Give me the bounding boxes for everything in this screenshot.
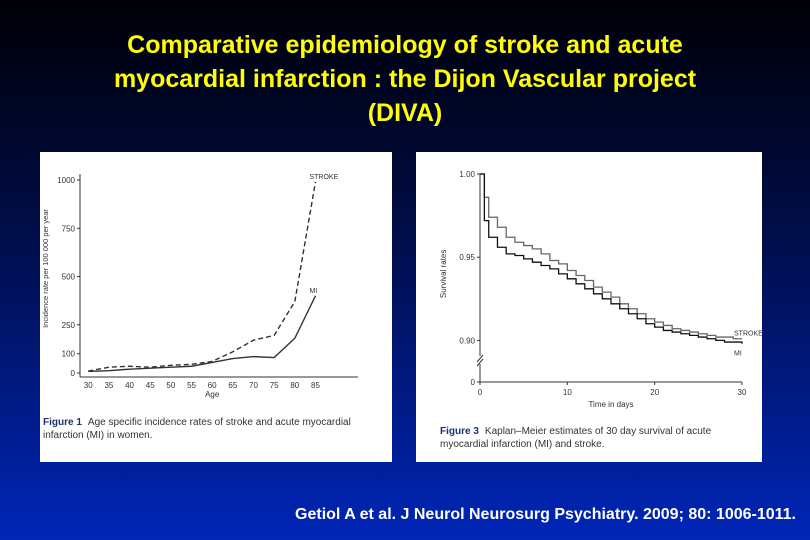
figure-1-caption: Figure 1 Age specific incidence rates of … <box>43 416 383 442</box>
x-tick-label: 20 <box>650 388 659 397</box>
figure-3-panel: 0 0.90 0.95 1.00 0 10 20 30 Time in days Survival… <box>416 152 762 462</box>
series-label-mi: MI <box>734 351 742 358</box>
x-axis-title: Time in days <box>588 400 633 409</box>
y-tick-label: 1000 <box>57 176 75 185</box>
figure-3-caption-text: Kaplan–Meier estimates of 30 day surviva… <box>440 426 712 450</box>
x-tick-label: 35 <box>104 381 113 390</box>
x-tick-label: 30 <box>84 381 93 390</box>
citation: Getiol A et al. J Neurol Neurosurg Psych… <box>295 506 796 523</box>
y-axis-break-mark <box>476 358 484 367</box>
y-axis-title: Incidence rate per 100 000 per year <box>41 209 50 328</box>
y-axis-break-mark <box>476 354 484 363</box>
x-tick-label: 10 <box>563 388 572 397</box>
y-axis-title: Survival rates <box>439 250 448 298</box>
series-line-stroke <box>480 173 742 340</box>
y-tick-label: 1.00 <box>459 170 475 179</box>
x-tick-label: 70 <box>249 381 258 390</box>
x-tick-label: 40 <box>125 381 134 390</box>
series-line-stroke <box>88 181 317 372</box>
x-tick-label: 0 <box>478 388 483 397</box>
series-line-mi <box>480 173 743 344</box>
series-label-stroke: STROKE <box>309 174 338 181</box>
y-tick-label: 250 <box>62 321 76 330</box>
x-tick-label: 50 <box>166 381 175 390</box>
figure-1-label: Figure 1 <box>43 417 82 428</box>
y-tick-label: 0 <box>471 378 476 387</box>
x-tick-label: 45 <box>146 381 155 390</box>
y-tick-label: 0.95 <box>459 253 475 262</box>
x-tick-label: 65 <box>228 381 237 390</box>
title-line-2: myocardial infarction : the Dijon Vascul… <box>113 65 697 93</box>
x-axis-title: Age <box>205 390 220 399</box>
x-tick-label: 55 <box>187 381 196 390</box>
y-tick-label: 0.90 <box>459 336 475 345</box>
figure-3-label: Figure 3 <box>440 426 479 437</box>
series-label-mi: MI <box>309 288 317 295</box>
title-line-1: Comparative epidemiology of stroke and a… <box>127 31 683 59</box>
x-tick-label: 60 <box>208 381 217 390</box>
x-tick-label: 30 <box>738 388 747 397</box>
series-label-stroke: STROKE <box>734 331 762 338</box>
x-tick-label: 75 <box>270 381 279 390</box>
y-tick-label: 750 <box>62 224 76 233</box>
y-tick-label: 0 <box>71 369 76 378</box>
survival-chart: 0 0.90 0.95 1.00 0 10 20 30 Time in days Survival… <box>439 170 762 409</box>
series-line-mi <box>88 295 317 373</box>
incidence-chart: 0 100 250 500 750 1000 30 35 40 45 50 55 60 65 70 75 80 8… <box>41 174 358 399</box>
title-line-3: (DIVA) <box>367 99 443 127</box>
y-tick-label: 500 <box>62 273 76 282</box>
figure-1-panel: 0 100 250 500 750 1000 30 35 40 45 50 55 60 65 70 75 80 8… <box>40 152 392 462</box>
figure-1-caption-text: Age specific incidence rates of stroke a… <box>43 417 351 441</box>
x-tick-label: 85 <box>311 381 320 390</box>
figure-3-caption: Figure 3 Kaplan–Meier estimates of 30 day… <box>440 425 756 451</box>
x-tick-label: 80 <box>290 381 299 390</box>
y-tick-label: 100 <box>62 350 76 359</box>
slide-title: Comparative epidemiology of stroke and a… <box>40 28 770 130</box>
